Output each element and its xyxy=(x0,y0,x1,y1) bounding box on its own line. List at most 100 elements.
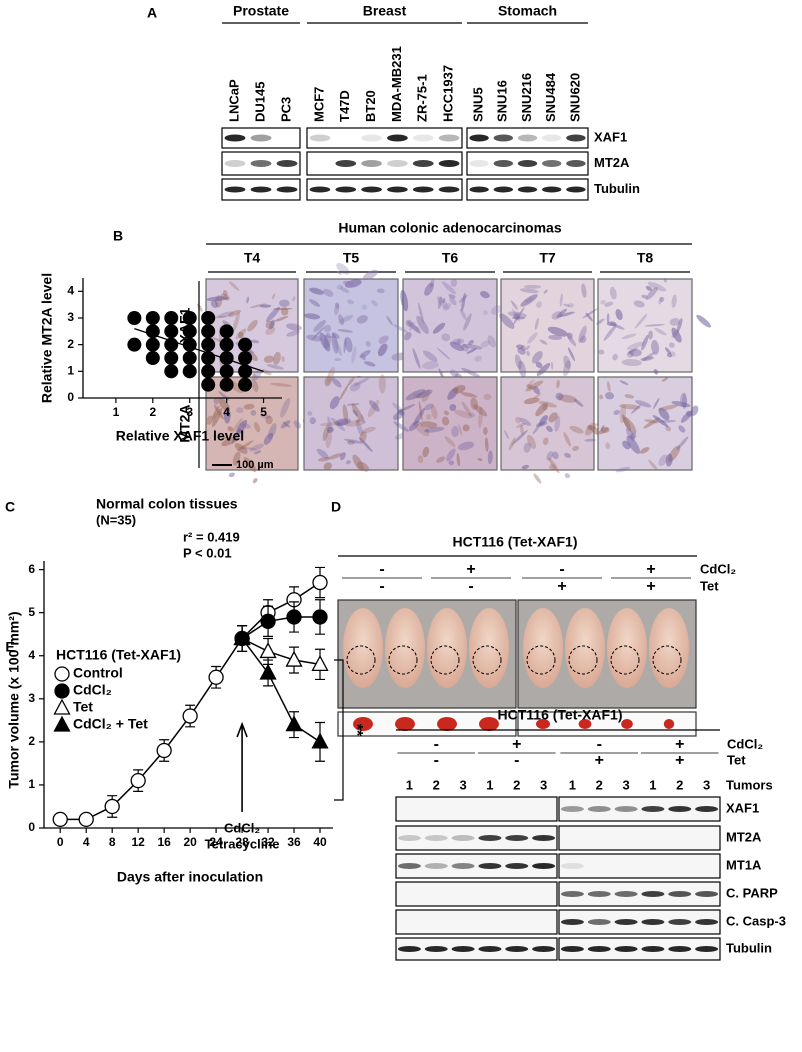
panel-letter: B xyxy=(113,228,123,244)
significance: ** xyxy=(348,724,365,737)
ihc-texture xyxy=(554,415,561,432)
ihc-texture xyxy=(606,313,610,324)
ihc-texture xyxy=(665,453,673,467)
tumor xyxy=(437,717,457,731)
ihc-texture xyxy=(523,397,540,405)
ihc-texture xyxy=(442,302,452,311)
scatter-point xyxy=(201,377,216,392)
blot-band xyxy=(438,134,460,142)
ihc-texture xyxy=(642,351,656,361)
x-tick-label: 36 xyxy=(287,835,301,849)
ihc-texture xyxy=(351,403,363,422)
ihc-texture xyxy=(549,464,556,471)
blot-band xyxy=(397,835,421,841)
scatter-point xyxy=(182,324,197,339)
blot-band xyxy=(335,160,357,167)
sample-label: T5 xyxy=(343,250,360,266)
annotation: Tetracycline xyxy=(205,836,280,851)
ihc-texture xyxy=(690,405,699,416)
ihc-texture xyxy=(546,425,553,433)
ihc-texture xyxy=(337,329,353,333)
blot-band xyxy=(668,891,692,897)
ihc-texture xyxy=(247,319,258,332)
ihc-texture xyxy=(534,317,539,331)
scatter-point xyxy=(164,351,179,365)
ihc-texture xyxy=(630,432,637,439)
ihc-texture xyxy=(430,278,435,288)
ihc-texture xyxy=(547,326,568,337)
x-tick-label: 8 xyxy=(109,835,116,849)
ihc-texture xyxy=(234,443,248,454)
ihc-texture xyxy=(615,466,631,473)
ihc-texture xyxy=(237,440,254,452)
marker xyxy=(312,609,328,625)
ihc-texture xyxy=(582,308,598,319)
marker xyxy=(52,811,68,828)
tumor-outline xyxy=(472,645,502,675)
ihc-texture xyxy=(670,351,676,357)
blot-frame xyxy=(395,909,558,935)
ihc-texture xyxy=(573,398,584,407)
mouse xyxy=(523,608,563,688)
tumor-outline xyxy=(526,645,556,675)
blot-band xyxy=(451,946,475,952)
ihc-texture xyxy=(438,296,442,310)
ihc-texture xyxy=(352,409,358,416)
condition-sign: - xyxy=(379,561,384,578)
ihc-texture xyxy=(516,422,526,428)
tumor-id: 2 xyxy=(513,777,520,792)
blot-frame xyxy=(466,127,589,149)
blot-band xyxy=(309,186,331,193)
blot-frame xyxy=(395,796,558,822)
blot-band xyxy=(542,134,562,142)
ihc-texture xyxy=(567,347,576,362)
blot-band xyxy=(438,186,460,193)
legend-marker xyxy=(53,698,71,715)
tumor-outline xyxy=(346,645,376,675)
lane-label: SNU484 xyxy=(543,72,558,122)
ihc-texture xyxy=(520,345,526,351)
ihc-texture xyxy=(661,377,668,382)
ihc-texture xyxy=(454,409,473,419)
legend-label: CdCl₂ xyxy=(73,682,112,698)
ihc-texture xyxy=(416,389,433,399)
ihc-texture xyxy=(292,296,296,302)
ihc-texture xyxy=(219,435,227,439)
marker xyxy=(156,742,172,759)
blot-band xyxy=(566,160,586,167)
ihc-texture xyxy=(413,408,425,426)
ihc-texture xyxy=(212,405,220,419)
ihc-texture xyxy=(478,406,483,429)
marker xyxy=(311,654,329,672)
ihc-texture xyxy=(474,355,483,362)
ihc-texture xyxy=(225,410,231,418)
blot-band xyxy=(397,946,421,952)
blot-band xyxy=(505,835,529,841)
ihc-texture xyxy=(355,418,361,423)
ihc-texture xyxy=(331,377,342,388)
marker xyxy=(311,732,329,749)
ihc-texture xyxy=(665,425,672,432)
stat-annotation: r² = 0.419 xyxy=(183,529,240,544)
ihc-texture xyxy=(313,320,326,333)
ihc-texture xyxy=(526,434,536,449)
ihc-texture xyxy=(555,392,564,401)
marker xyxy=(260,613,276,629)
sample-label: T7 xyxy=(539,250,556,266)
tumor-outline xyxy=(652,645,682,675)
ihc-texture xyxy=(548,334,563,341)
ihc-texture xyxy=(228,472,235,478)
ihc-texture xyxy=(587,424,593,431)
ihc-texture xyxy=(451,425,460,438)
blot-band xyxy=(587,806,611,812)
ihc-texture xyxy=(405,389,426,401)
ihc-texture xyxy=(334,418,351,426)
ihc-texture xyxy=(266,364,284,370)
ihc-texture xyxy=(323,288,334,297)
ihc-texture xyxy=(361,426,376,434)
ihc-texture xyxy=(221,435,240,447)
blot-band xyxy=(478,946,502,952)
ihc-texture xyxy=(613,409,620,416)
blot-label: Tubulin xyxy=(726,940,772,955)
